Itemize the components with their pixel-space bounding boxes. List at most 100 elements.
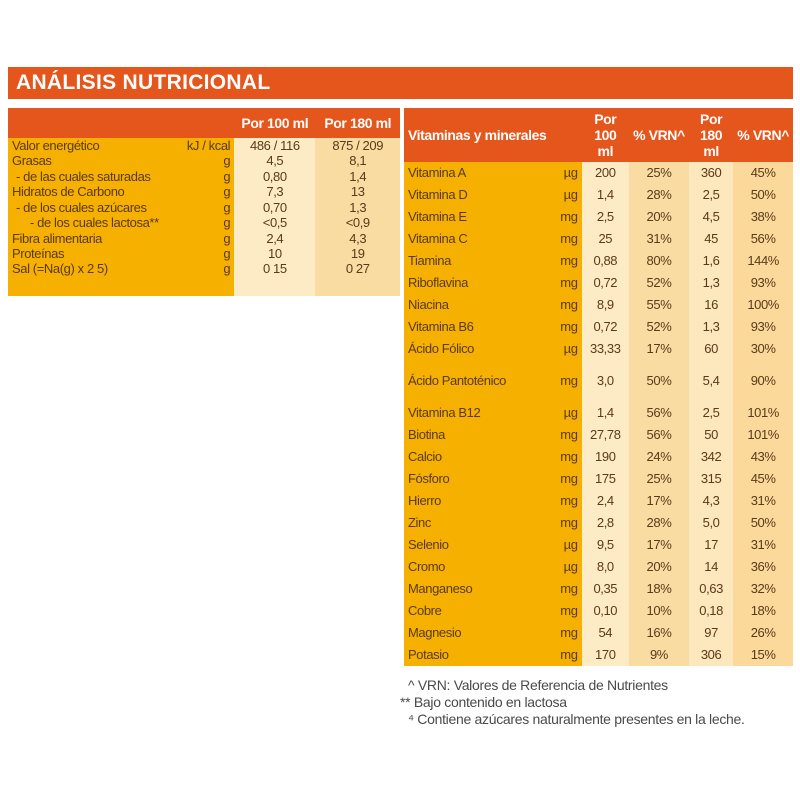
value: 2,8 — [581, 512, 630, 534]
nutrient-name: Tiamina — [404, 250, 551, 272]
value: 27,78 — [581, 424, 630, 446]
unit: µg — [550, 184, 582, 206]
unit: kJ / kcal — [182, 138, 235, 154]
unit: mg — [550, 446, 582, 468]
header-label — [8, 108, 183, 138]
value: 8,0 — [581, 556, 630, 578]
unit: µg — [550, 402, 582, 424]
value: 1,4 — [315, 169, 400, 185]
nutrient-name: Vitamina E — [404, 206, 551, 228]
value: 2,4 — [581, 490, 630, 512]
nutrient-name: Riboflavina — [404, 272, 551, 294]
value: 5,0 — [688, 512, 734, 534]
value: 50% — [733, 512, 793, 534]
table-row: - de las cuales saturadas g 0,80 1,4 — [8, 169, 400, 185]
table-header: Por 100 ml Por 180 ml — [8, 108, 400, 138]
value: 17% — [629, 338, 689, 360]
value: 2,4 — [234, 231, 316, 247]
header-per-100ml: Por 100 ml — [581, 108, 630, 162]
value: 0,72 — [581, 316, 630, 338]
value: 30% — [733, 338, 793, 360]
value: 10% — [629, 600, 689, 622]
value: 43% — [733, 446, 793, 468]
footnote: ^ VRN: Valores de Referencia de Nutrient… — [408, 677, 668, 693]
nutrient-name: Ácido Pantoténico — [404, 360, 551, 402]
value: 45 — [688, 228, 734, 250]
value: 80% — [629, 250, 689, 272]
nutrient-name: - de los cuales azúcares — [8, 200, 183, 216]
value: 24% — [629, 446, 689, 468]
table-row: Cromo µg 8,0 20% 14 36% — [404, 556, 793, 578]
value: 4,3 — [688, 490, 734, 512]
value: 0 27 — [315, 262, 400, 296]
value: 2,5 — [688, 402, 734, 424]
unit: g — [182, 246, 235, 262]
nutrient-name: Vitamina A — [404, 162, 551, 184]
value: 200 — [581, 162, 630, 184]
header-per-180ml: Por 180 ml — [688, 108, 734, 162]
value: 25% — [629, 162, 689, 184]
header-label: Vitaminas y minerales — [404, 108, 551, 162]
value: 190 — [581, 446, 630, 468]
header-unit — [550, 108, 582, 162]
page-title: ANÁLISIS NUTRICIONAL — [8, 67, 793, 99]
nutrient-name: Hierro — [404, 490, 551, 512]
unit: g — [182, 169, 235, 185]
value: 38% — [733, 206, 793, 228]
value: 20% — [629, 206, 689, 228]
value: 7,3 — [234, 184, 316, 200]
value: 2,5 — [581, 206, 630, 228]
table-row: - de los cuales lactosa** g <0,5 <0,9 — [8, 215, 400, 231]
value: 2,5 — [688, 184, 734, 206]
nutrient-name: Selenio — [404, 534, 551, 556]
unit: g — [182, 262, 235, 296]
value: 0,88 — [581, 250, 630, 272]
value: 17 — [688, 534, 734, 556]
value: <0,9 — [315, 215, 400, 231]
nutrient-name: Magnesio — [404, 622, 551, 644]
unit: µg — [550, 338, 582, 360]
table-row: Vitamina B12 µg 1,4 56% 2,5 101% — [404, 402, 793, 424]
value: 10 — [234, 246, 316, 262]
value: 17% — [629, 534, 689, 556]
unit: mg — [550, 600, 582, 622]
nutrient-name: Biotina — [404, 424, 551, 446]
table-row: Potasio mg 170 9% 306 15% — [404, 644, 793, 666]
unit: mg — [550, 360, 582, 402]
unit: µg — [550, 556, 582, 578]
table-row: Manganeso mg 0,35 18% 0,63 32% — [404, 578, 793, 600]
unit: mg — [550, 622, 582, 644]
table-row: Proteínas g 10 19 — [8, 246, 400, 262]
table-row: Riboflavina mg 0,72 52% 1,3 93% — [404, 272, 793, 294]
value: 17% — [629, 490, 689, 512]
value: 342 — [688, 446, 734, 468]
nutrient-name: - de los cuales lactosa** — [8, 215, 183, 231]
nutrient-name: Proteínas — [8, 246, 183, 262]
unit: mg — [550, 250, 582, 272]
value: 360 — [688, 162, 734, 184]
value: 1,4 — [581, 402, 630, 424]
unit: µg — [550, 162, 582, 184]
header-per-180ml: Por 180 ml — [315, 108, 400, 138]
value: 52% — [629, 316, 689, 338]
value: 0,35 — [581, 578, 630, 600]
unit: mg — [550, 316, 582, 338]
value: 1,3 — [688, 316, 734, 338]
value: 5,4 — [688, 360, 734, 402]
value: 0 15 — [234, 262, 316, 296]
nutrient-name: Sal (=Na(g) x 2 5) — [8, 262, 183, 296]
value: 0,72 — [581, 272, 630, 294]
footnotes: ^ VRN: Valores de Referencia de Nutrient… — [400, 677, 745, 728]
nutrient-name: Vitamina B12 — [404, 402, 551, 424]
nutrient-name: Calcio — [404, 446, 551, 468]
value: 1,4 — [581, 184, 630, 206]
value: 56% — [629, 424, 689, 446]
table-row: Tiamina mg 0,88 80% 1,6 144% — [404, 250, 793, 272]
nutrient-name: Cromo — [404, 556, 551, 578]
value: 4,5 — [688, 206, 734, 228]
value: 18% — [629, 578, 689, 600]
unit: mg — [550, 272, 582, 294]
value: 0,70 — [234, 200, 316, 216]
nutrient-name: Manganeso — [404, 578, 551, 600]
